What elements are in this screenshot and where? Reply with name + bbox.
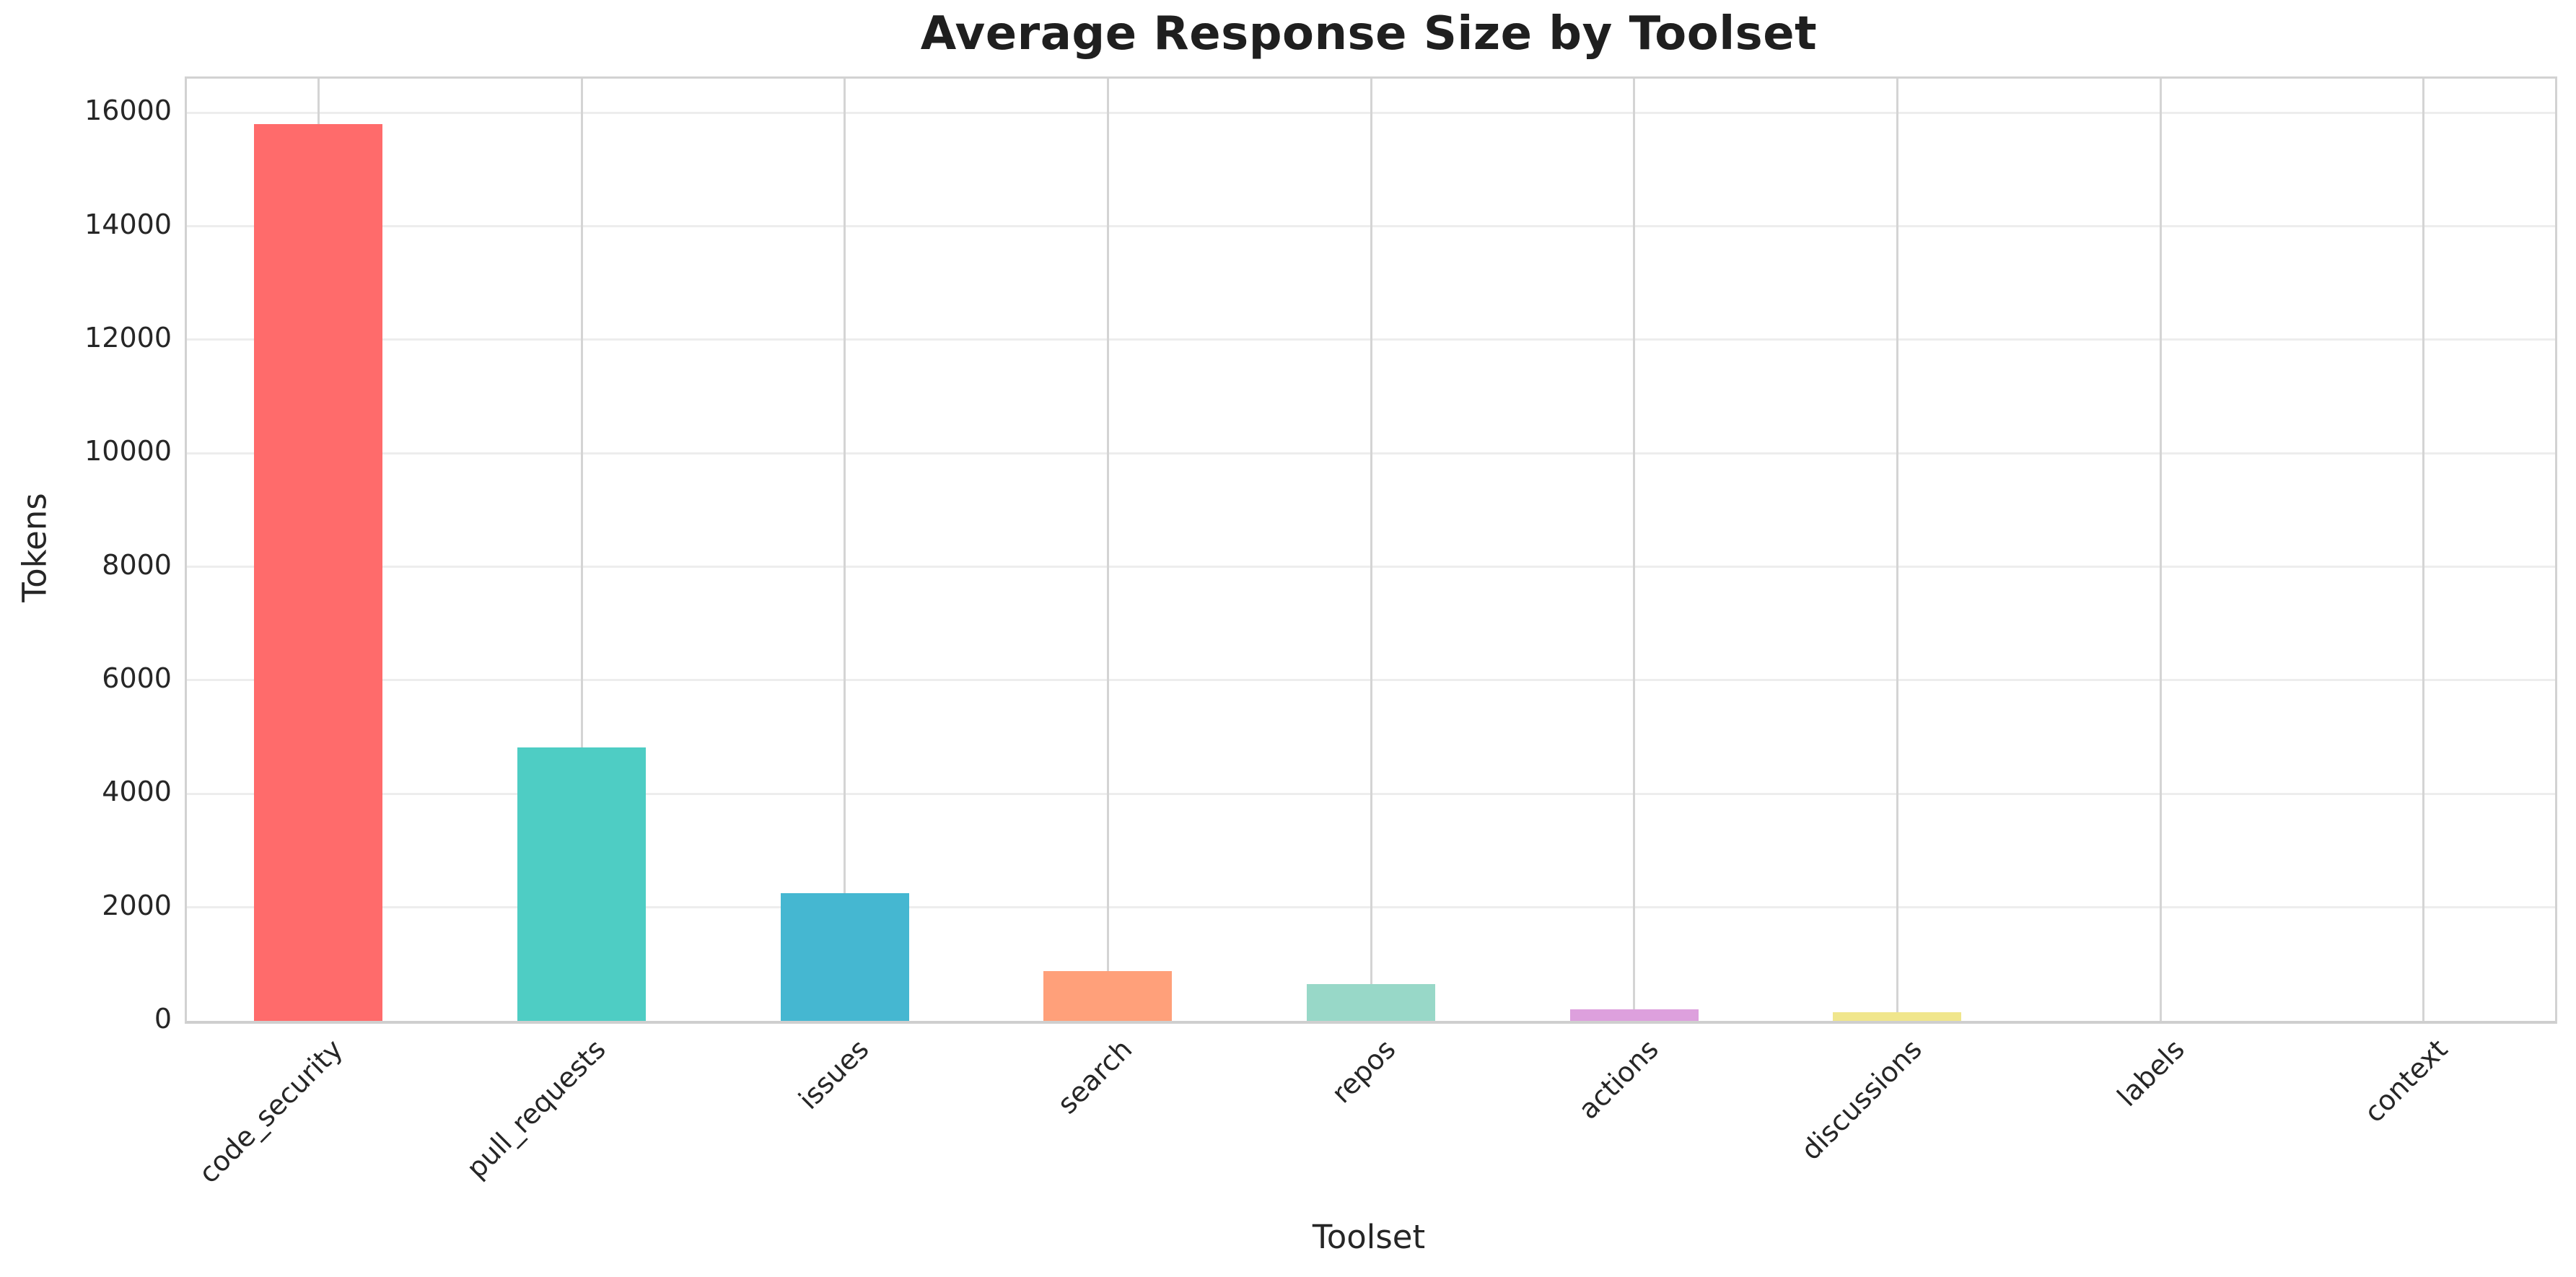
x-tick-label-repos: repos bbox=[1325, 1033, 1402, 1110]
x-tick-label-actions: actions bbox=[1572, 1033, 1665, 1125]
y-tick-label-10000: 10000 bbox=[84, 435, 172, 468]
plot-area bbox=[185, 76, 2557, 1024]
x-tick-label-search: search bbox=[1051, 1033, 1139, 1120]
y-tick-label-0: 0 bbox=[154, 1003, 172, 1035]
x-tick-label-pull_requests: pull_requests bbox=[460, 1033, 613, 1185]
bar-discussions bbox=[1833, 1012, 1962, 1021]
y-tick-label-4000: 4000 bbox=[102, 776, 172, 808]
bar-issues bbox=[780, 892, 909, 1021]
y-tick-label-6000: 6000 bbox=[102, 662, 172, 694]
y-tick-label-2000: 2000 bbox=[102, 889, 172, 921]
x-axis-label: Toolset bbox=[1312, 1218, 1426, 1256]
bar-pull_requests bbox=[517, 747, 646, 1021]
gridline-vertical-actions bbox=[1633, 79, 1636, 1021]
y-tick-label-8000: 8000 bbox=[102, 548, 172, 581]
bar-actions bbox=[1569, 1009, 1699, 1021]
gridline-vertical-discussions bbox=[1896, 79, 1898, 1021]
y-axis-label: Tokens bbox=[15, 493, 54, 602]
gridline-vertical-issues bbox=[844, 79, 846, 1021]
y-tick-label-12000: 12000 bbox=[84, 321, 172, 354]
x-tick-label-context: context bbox=[2358, 1033, 2454, 1129]
x-tick-label-labels: labels bbox=[2111, 1033, 2191, 1113]
bar-repos bbox=[1307, 983, 1435, 1021]
x-tick-label-code_security: code_security bbox=[192, 1033, 349, 1190]
chart-title: Average Response Size by Toolset bbox=[920, 7, 1818, 61]
x-tick-label-issues: issues bbox=[792, 1033, 875, 1116]
y-tick-label-16000: 16000 bbox=[84, 95, 172, 127]
gridline-vertical-labels bbox=[2159, 79, 2162, 1021]
gridline-vertical-pull_requests bbox=[580, 79, 583, 1021]
bar-code_security bbox=[254, 123, 383, 1021]
y-tick-label-14000: 14000 bbox=[84, 208, 172, 240]
bar-search bbox=[1043, 970, 1173, 1021]
gridline-vertical-search bbox=[1106, 79, 1109, 1021]
x-tick-label-discussions: discussions bbox=[1795, 1033, 1928, 1167]
gridline-vertical-repos bbox=[1370, 79, 1372, 1021]
gridline-vertical-context bbox=[2422, 79, 2425, 1021]
